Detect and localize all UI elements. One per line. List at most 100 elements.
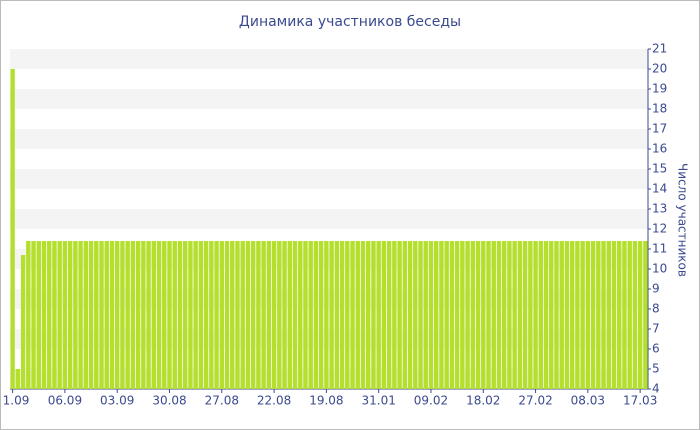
bar [224, 241, 230, 389]
bar [366, 241, 371, 389]
bar [334, 241, 340, 389]
bar [465, 241, 470, 389]
bar [287, 241, 292, 389]
x-tick-label: 1.09 [3, 394, 30, 408]
bar [219, 241, 224, 389]
x-tick-label: 27.08 [205, 394, 239, 408]
bar [167, 241, 172, 389]
bar [549, 241, 554, 389]
y-tick-label: 7 [652, 322, 660, 336]
bar [141, 241, 146, 389]
bar [522, 241, 528, 389]
bar [256, 241, 261, 389]
bar [402, 241, 408, 389]
bar [88, 241, 94, 389]
bar [491, 241, 496, 389]
bar [580, 241, 585, 389]
y-tick-label: 17 [652, 122, 667, 136]
bar [250, 241, 256, 389]
bar [78, 241, 83, 389]
bar [496, 241, 502, 389]
bar [94, 241, 99, 389]
bar [324, 241, 329, 389]
bar [454, 241, 460, 389]
bar [596, 241, 601, 389]
bar [26, 241, 31, 389]
x-tick-label: 30.08 [152, 394, 186, 408]
x-tick-label: 27.02 [518, 394, 552, 408]
bar [57, 241, 62, 389]
y-tick-label: 15 [652, 162, 667, 176]
bar [444, 241, 449, 389]
bar [643, 241, 648, 389]
bar [182, 241, 188, 389]
bar [360, 241, 366, 389]
bar [559, 241, 564, 389]
bar [135, 241, 141, 389]
bar [507, 241, 512, 389]
bar [475, 241, 481, 389]
bar [298, 241, 303, 389]
y-tick-label: 6 [652, 342, 660, 356]
y-tick-label: 13 [652, 202, 667, 216]
x-tick-label: 31.01 [362, 394, 396, 408]
bar [601, 241, 606, 389]
bar [52, 241, 57, 389]
bar [392, 241, 397, 389]
bar [308, 241, 313, 389]
bar [130, 241, 136, 389]
y-tick-label: 14 [652, 182, 667, 196]
chart-title: Динамика участников беседы [239, 14, 461, 30]
bar [606, 241, 611, 389]
bar [413, 241, 418, 389]
x-tick-label: 19.08 [309, 394, 343, 408]
bar [345, 241, 350, 389]
bar [528, 241, 533, 389]
grid-band [10, 129, 648, 149]
x-tick-label: 18.02 [466, 394, 500, 408]
x-tick-label: 08.03 [571, 394, 605, 408]
bar [622, 241, 627, 389]
y-tick-label: 5 [652, 362, 660, 376]
bar [397, 241, 402, 389]
bar [41, 241, 47, 389]
y-tick-label: 8 [652, 302, 660, 316]
bar [271, 241, 277, 389]
bar [292, 241, 298, 389]
bar [386, 241, 392, 389]
bar [209, 241, 214, 389]
bar [423, 241, 428, 389]
y-tick-label: 11 [652, 242, 667, 256]
bar [381, 241, 387, 389]
bar [313, 241, 319, 389]
bar [99, 241, 104, 389]
bar [501, 241, 507, 389]
bar [632, 241, 638, 389]
bar [120, 241, 125, 389]
y-tick-label: 18 [652, 102, 667, 116]
bar [261, 241, 266, 389]
y-tick-label: 21 [652, 42, 667, 56]
bar [637, 241, 643, 389]
bar [198, 241, 204, 389]
y-tick-label: 19 [652, 82, 667, 96]
bar [266, 241, 272, 389]
bar [585, 241, 591, 389]
bar [10, 69, 15, 389]
y-tick-label: 9 [652, 282, 660, 296]
bar [303, 241, 308, 389]
bar [376, 241, 381, 389]
bar [125, 241, 130, 389]
bar [47, 241, 52, 389]
bar [104, 241, 109, 389]
bar [230, 241, 235, 389]
x-tick-label: 03.09 [100, 394, 134, 408]
grid-band [10, 49, 648, 69]
x-tick-label: 22.08 [257, 394, 291, 408]
bar [418, 241, 423, 389]
bar [434, 241, 439, 389]
bar [329, 241, 334, 389]
bar [470, 241, 476, 389]
bar [517, 241, 523, 389]
